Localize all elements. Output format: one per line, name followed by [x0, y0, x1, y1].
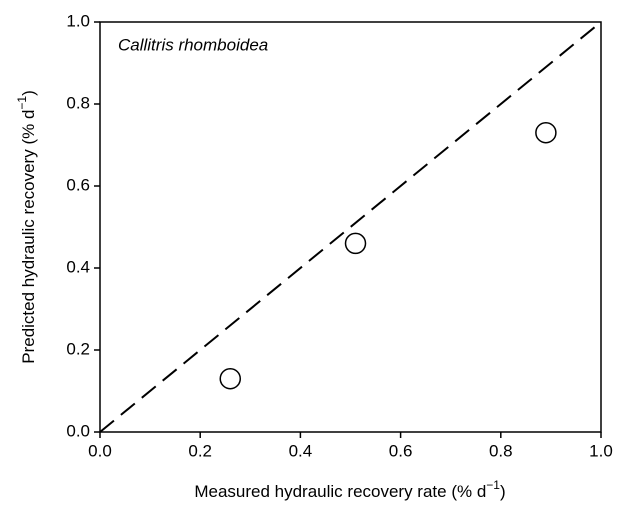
x-axis-label: Measured hydraulic recovery rate (% d−1)	[194, 478, 505, 501]
x-axis-label-close: )	[500, 482, 506, 501]
reference-line	[99, 21, 602, 433]
x-axis-label-text: Measured hydraulic recovery rate (% d	[194, 482, 486, 501]
plot-frame	[99, 21, 602, 433]
y-axis-label-sup: −1	[15, 96, 29, 110]
x-tick-label: 0.6	[389, 441, 413, 460]
point	[219, 367, 242, 390]
x-tick-label: 0.4	[289, 441, 313, 460]
x-tick-label: 0.0	[88, 441, 112, 460]
point	[344, 232, 367, 255]
y-tick-label: 0.2	[66, 339, 90, 358]
y-tick-label: 0.4	[66, 257, 90, 276]
x-axis-label-sup: −1	[486, 478, 500, 492]
x-tick-label: 0.8	[489, 441, 513, 460]
y-tick-label: 0.8	[66, 93, 90, 112]
point	[535, 121, 557, 144]
x-tick-label: 1.0	[589, 441, 613, 460]
y-axis-label: Predicted hydraulic recovery (% d−1)	[15, 90, 38, 364]
y-axis-label-text: Predicted hydraulic recovery (% d	[19, 110, 38, 364]
y-tick-label: 0.6	[66, 175, 90, 194]
y-tick-label: 1.0	[66, 11, 90, 30]
y-tick-label: 0.0	[66, 421, 90, 440]
x-tick-label: 0.2	[188, 441, 212, 460]
y-axis-label-close: )	[19, 90, 38, 96]
annotation: Callitris rhomboidea	[118, 35, 268, 54]
